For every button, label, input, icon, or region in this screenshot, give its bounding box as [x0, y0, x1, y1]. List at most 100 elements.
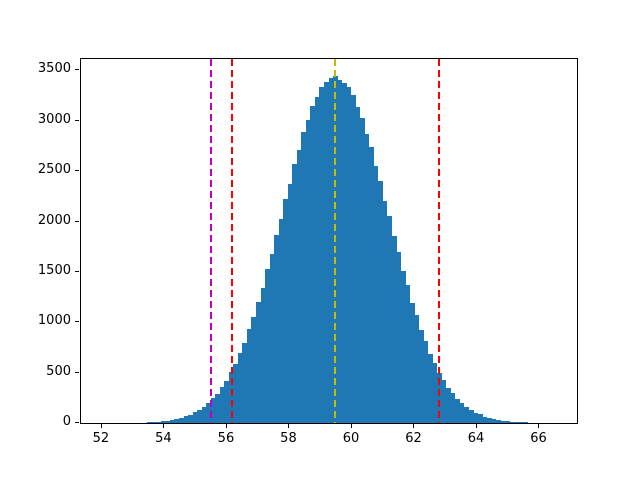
x-tick-label: 58 — [280, 431, 297, 446]
y-tick-mark — [75, 321, 79, 323]
histogram-bar — [509, 421, 515, 423]
histogram-bar — [314, 97, 320, 423]
histogram-bar — [505, 421, 510, 423]
histogram-bar — [410, 302, 415, 423]
histogram-bar — [342, 83, 347, 423]
x-tick-label: 60 — [342, 431, 360, 446]
histogram-bar — [401, 270, 406, 423]
histogram-bar — [305, 120, 311, 423]
histogram-bar — [183, 416, 189, 423]
histogram-bar — [165, 420, 170, 423]
histogram-bar — [283, 199, 288, 423]
x-tick-mark — [413, 424, 415, 428]
x-tick-label: 64 — [467, 431, 485, 446]
histogram-bar — [287, 183, 293, 423]
histogram-bar — [518, 422, 524, 423]
x-tick-label: 56 — [217, 431, 235, 446]
histogram-bar — [206, 403, 211, 423]
histogram-bar — [478, 414, 483, 423]
histogram-bar — [274, 235, 279, 423]
histogram-bar — [391, 236, 397, 423]
x-tick-mark — [288, 424, 290, 428]
y-tick-mark — [75, 119, 79, 121]
histogram-bar — [346, 86, 352, 423]
histogram-bar — [364, 133, 370, 423]
histogram-bar — [382, 200, 388, 423]
histogram-bar — [237, 352, 243, 423]
y-tick-label: 0 — [62, 414, 71, 429]
histogram-bar — [233, 364, 238, 423]
histogram-bar — [301, 132, 306, 423]
histogram-bar — [473, 412, 479, 423]
histogram-bar — [201, 406, 207, 423]
histogram-bar — [269, 254, 275, 423]
histogram-bar — [160, 421, 166, 423]
histogram-bar — [428, 353, 433, 423]
x-tick-label: 54 — [155, 431, 172, 446]
histogram-bar — [178, 417, 184, 423]
y-tick-mark — [75, 170, 79, 172]
histogram-bar — [514, 421, 519, 423]
histogram-bar — [396, 252, 402, 423]
histogram-bar — [219, 387, 225, 423]
histogram-bar — [260, 287, 266, 423]
histogram-bar — [419, 330, 424, 423]
histogram-bar — [147, 422, 152, 423]
histogram-bar — [459, 402, 465, 423]
x-tick-label: 66 — [530, 431, 547, 446]
histogram-bar — [455, 399, 460, 423]
histogram-bar — [197, 410, 202, 423]
histogram-bar — [405, 285, 411, 423]
histogram-bar — [369, 147, 374, 423]
histogram-bar — [169, 419, 175, 423]
histogram-bar — [188, 414, 193, 423]
y-tick-mark — [75, 371, 79, 373]
y-tick-mark — [75, 270, 79, 272]
y-tick-label: 2000 — [37, 212, 71, 228]
histogram-bar — [337, 79, 343, 423]
histogram-bar — [351, 95, 356, 423]
y-tick-label: 3000 — [37, 111, 71, 127]
histogram-bar — [432, 362, 438, 423]
histogram-bar — [151, 422, 157, 423]
histogram-bar — [310, 105, 315, 423]
histogram-bar — [142, 422, 148, 423]
x-tick-label: 62 — [405, 431, 422, 446]
vline-yellow-mean — [334, 59, 337, 423]
y-tick-mark — [75, 69, 79, 71]
y-tick-label: 1000 — [37, 313, 71, 329]
vline-red-lower — [231, 59, 234, 423]
histogram-bar — [228, 372, 234, 423]
histogram-bar — [469, 409, 474, 423]
histogram-bar — [441, 379, 447, 423]
histogram-bar — [378, 180, 383, 423]
y-tick-label: 500 — [46, 363, 71, 379]
y-tick-label: 3500 — [37, 61, 71, 77]
histogram-bar — [414, 315, 420, 423]
histogram-bar — [464, 407, 470, 423]
x-tick-mark — [350, 424, 352, 428]
histogram-bar — [450, 392, 456, 423]
x-tick-mark — [163, 424, 165, 428]
histogram-bar — [387, 216, 392, 423]
histogram-bar — [355, 107, 361, 423]
histogram-bar — [319, 86, 324, 423]
y-tick-mark — [75, 220, 79, 222]
histogram-bar — [192, 412, 198, 423]
x-tick-mark — [475, 424, 477, 428]
vline-red-upper — [437, 59, 440, 423]
histogram-bar — [360, 117, 365, 423]
histogram-bar — [251, 317, 257, 423]
x-tick-mark — [225, 424, 227, 428]
histogram-bar — [496, 419, 501, 423]
x-tick-label: 52 — [92, 431, 110, 446]
histogram-bar — [246, 329, 252, 423]
plot-canvas — [81, 59, 577, 423]
histogram-bar — [523, 422, 528, 423]
histogram-bar — [215, 393, 220, 423]
x-tick-mark — [100, 424, 102, 428]
plot-area — [80, 58, 578, 424]
y-tick-mark — [75, 422, 79, 423]
histogram-bar — [423, 341, 429, 423]
